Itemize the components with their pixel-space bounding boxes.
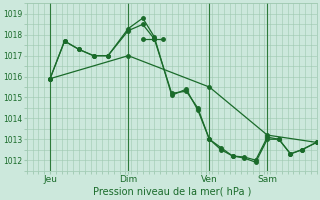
X-axis label: Pression niveau de la mer( hPa ): Pression niveau de la mer( hPa ) <box>92 187 251 197</box>
